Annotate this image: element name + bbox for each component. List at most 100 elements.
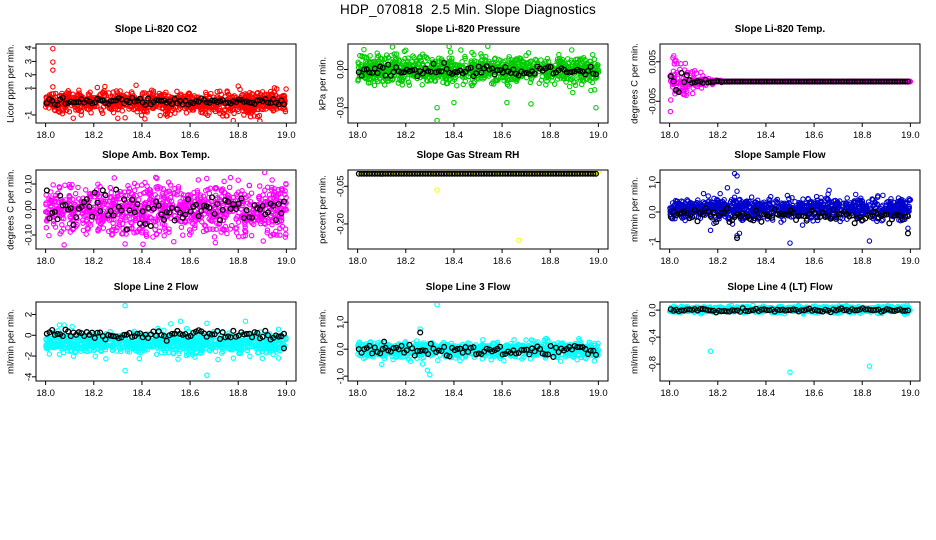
x-tick-label: 18.8 xyxy=(229,256,248,267)
x-tick-label: 18.2 xyxy=(397,388,416,399)
y-tick-label: -0.8 xyxy=(648,356,659,372)
x-tick-label: 18.0 xyxy=(660,256,679,267)
x-tick-label: 18.4 xyxy=(445,388,464,399)
plot-frame xyxy=(347,301,609,382)
y-axis-label: kPa per min. xyxy=(318,57,329,110)
x-tick-label: 18.0 xyxy=(36,130,55,141)
x-tick-label: 19.0 xyxy=(277,256,296,267)
x-tick-label: 18.4 xyxy=(133,388,152,399)
plot-panel-2: Slope Li-820 Temp. 18.0 18.2 18.4 18.6 18.8 19… xyxy=(624,24,936,156)
data-points xyxy=(666,303,913,375)
x-tick-label: 18.6 xyxy=(493,256,512,267)
x-tick-label: 18.0 xyxy=(348,388,367,399)
y-tick-label: -1.0 xyxy=(336,368,347,384)
plot-frame xyxy=(35,43,297,124)
x-tick-label: 18.4 xyxy=(445,130,464,141)
data-points xyxy=(43,303,289,379)
x-tick-label: 19.0 xyxy=(901,130,920,141)
x-tick-label: 18.8 xyxy=(853,130,872,141)
x-tick-label: 18.6 xyxy=(493,130,512,141)
y-tick-label: 2 xyxy=(24,312,35,317)
plot-frame xyxy=(347,43,609,124)
y-tick-label: -1 xyxy=(24,111,35,119)
panel-title: Slope Li-820 CO2 xyxy=(114,24,198,35)
figure-title: HDP_070818 2.5 Min. Slope Diagnostics xyxy=(340,2,596,17)
data-points xyxy=(42,45,289,122)
x-tick-label: 18.4 xyxy=(757,388,776,399)
x-tick-label: 18.8 xyxy=(541,256,560,267)
plot-panel-0: Slope Li-820 CO2 18.0 18.2 18.4 18.6 18.8 19.0… xyxy=(0,24,312,156)
panel-title: Slope Sample Flow xyxy=(734,150,826,161)
data-points xyxy=(355,45,602,122)
plot-area: 18.0 18.2 18.4 18.6 18.8 19.0 -4 -2 0 2 ml/min per… xyxy=(6,301,297,399)
x-tick-label: 18.6 xyxy=(805,256,824,267)
x-tick-label: 18.4 xyxy=(757,256,776,267)
x-tick-label: 18.0 xyxy=(660,130,679,141)
y-axis-label: Licor ppm per min. xyxy=(6,44,17,123)
x-tick-label: 18.8 xyxy=(541,130,560,141)
x-tick-label: 18.6 xyxy=(181,256,200,267)
x-tick-label: 18.2 xyxy=(397,130,416,141)
y-tick-label: 0.0 xyxy=(648,205,659,218)
y-axis-label: percent per min. xyxy=(318,175,329,244)
plot-area: 18.0 18.2 18.4 18.6 18.8 19.0 -1.0 0.0 1.0 ml/min… xyxy=(318,301,609,399)
x-tick-label: 18.8 xyxy=(541,388,560,399)
x-tick-label: 18.6 xyxy=(805,130,824,141)
plot-panel-4: Slope Gas Stream RH 18.0 18.2 18.4 18.6 18.8 1… xyxy=(312,150,624,282)
x-tick-label: 18.0 xyxy=(660,388,679,399)
x-tick-label: 18.4 xyxy=(133,130,152,141)
panel-title: Slope Li-820 Pressure xyxy=(415,24,521,35)
plot-area: 18.0 18.2 18.4 18.6 18.8 19.0 -0.005 0.005 degre… xyxy=(630,43,921,141)
y-tick-label: 0.0 xyxy=(648,303,659,316)
x-tick-label: 18.6 xyxy=(805,388,824,399)
panel-title: Slope Amb. Box Temp. xyxy=(102,150,210,161)
y-axis-label: ml/min per min. xyxy=(6,309,17,374)
x-tick-label: 18.0 xyxy=(348,256,367,267)
x-tick-label: 18.4 xyxy=(445,256,464,267)
plot-frame xyxy=(659,43,921,124)
plot-frame xyxy=(35,301,297,382)
x-tick-label: 19.0 xyxy=(901,388,920,399)
panel-title: Slope Li-820 Temp. xyxy=(734,24,826,35)
y-tick-label: 0.10 xyxy=(24,175,35,194)
y-tick-label: 3 xyxy=(24,59,35,64)
plot-frame xyxy=(659,169,921,250)
y-tick-label: -0.10 xyxy=(24,224,35,246)
y-tick-label: -0.005 xyxy=(648,88,659,115)
data-points xyxy=(667,171,914,246)
y-tick-label: 0 xyxy=(24,333,35,338)
panel-title: Slope Line 3 Flow xyxy=(425,282,511,293)
plot-area: 18.0 18.2 18.4 18.6 18.8 19.0 -1 0.0 1.0 ml/min p… xyxy=(630,169,921,267)
y-tick-label: 0.005 xyxy=(648,50,659,74)
x-tick-label: 19.0 xyxy=(589,388,608,399)
x-tick-label: 18.0 xyxy=(36,388,55,399)
x-tick-label: 18.4 xyxy=(133,256,152,267)
y-tick-label: -2 xyxy=(24,352,35,360)
plot-panel-1: Slope Li-820 Pressure 18.0 18.2 18.4 18.6 18.… xyxy=(312,24,624,156)
y-axis-label: ml/min per min. xyxy=(630,177,641,242)
y-tick-label: 1 xyxy=(24,86,35,91)
x-tick-label: 18.2 xyxy=(85,130,104,141)
y-tick-label: 1.0 xyxy=(336,316,347,329)
x-tick-label: 18.6 xyxy=(181,130,200,141)
plot-area: 18.0 18.2 18.4 18.6 18.8 19.0 -0.20 -0.05 percen… xyxy=(318,169,609,267)
y-axis-label: ml/min per min. xyxy=(630,309,641,374)
x-tick-label: 18.8 xyxy=(853,256,872,267)
x-tick-label: 18.0 xyxy=(36,256,55,267)
panel-title: Slope Gas Stream RH xyxy=(416,150,520,161)
data-points xyxy=(667,53,914,115)
x-tick-label: 18.8 xyxy=(229,130,248,141)
y-tick-label: -0.05 xyxy=(336,175,347,197)
x-tick-label: 18.2 xyxy=(85,388,104,399)
data-points xyxy=(43,171,289,248)
y-tick-label: 0.00 xyxy=(24,200,35,219)
x-tick-label: 19.0 xyxy=(277,130,296,141)
y-tick-label: -0.4 xyxy=(648,329,659,345)
panel-title: Slope Line 4 (LT) Flow xyxy=(727,282,833,293)
y-tick-label: -0.20 xyxy=(336,213,347,235)
plot-panel-8: Slope Line 4 (LT) Flow 18.0 18.2 18.4 18.6 18… xyxy=(624,282,936,414)
y-tick-label: 0.00 xyxy=(336,60,347,79)
plot-panel-5: Slope Sample Flow 18.0 18.2 18.4 18.6 18.8 19.… xyxy=(624,150,936,282)
x-tick-label: 19.0 xyxy=(589,130,608,141)
